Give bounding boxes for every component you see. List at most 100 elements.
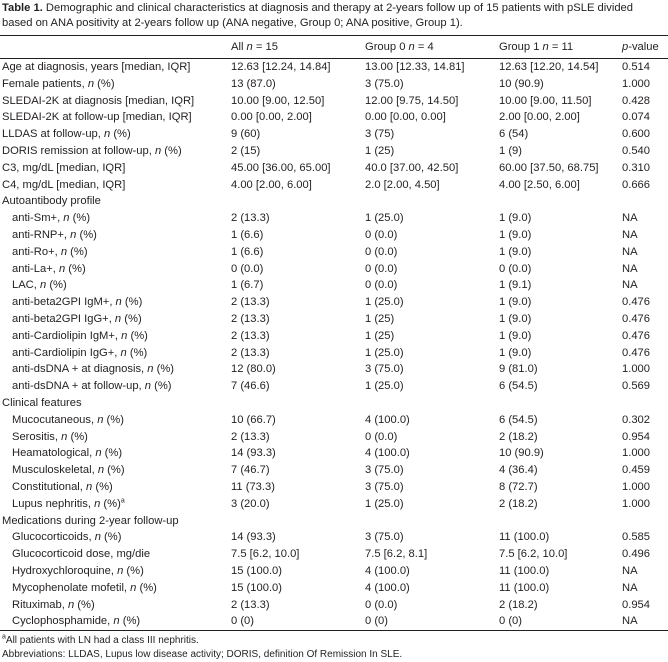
row-label: Mucocutaneous, n (%) <box>12 413 124 426</box>
cell-group0: 4 (100.0) <box>365 413 410 426</box>
cell-pvalue: 0.540 <box>622 144 650 157</box>
cell-all: 12.63 [12.24, 14.84] <box>231 61 331 73</box>
cell-group1: 2 (18.2) <box>499 497 538 510</box>
cell-pvalue: 0.302 <box>622 413 650 426</box>
cell-all: 10.00 [9.00, 12.50] <box>231 94 325 107</box>
cell-all: 4.00 [2.00, 6.00] <box>231 178 312 191</box>
table-row: Serositis, n (%) 2 (13.3) 0 (0.0) 2 (18.2) 0… <box>0 429 668 446</box>
cell-group0: 0 (0.0) <box>365 598 398 611</box>
row-label: LLDAS at follow-up, n (%) <box>2 128 131 141</box>
cell-group1: 1 (9.0) <box>499 296 532 309</box>
table-row: Lupus nephritis, n (%)a 3 (20.0) 1 (25.0) 2… <box>0 496 668 513</box>
cell-group1: 1 (9.0) <box>499 312 532 325</box>
header-cell-pvalue: p-value <box>622 35 668 59</box>
cell-pvalue: 0.954 <box>622 598 650 611</box>
row-label: Mycophenolate mofetil, n (%) <box>12 581 157 594</box>
cell-group1: 1 (9.0) <box>499 228 532 241</box>
row-label: Autoantibody profile <box>2 195 101 208</box>
table-row: anti-dsDNA + at diagnosis, n (%) 12 (80.0… <box>0 361 668 378</box>
cell-pvalue: 0.476 <box>622 312 650 325</box>
table-row: Musculoskeletal, n (%) 7 (46.7) 3 (75.0) 4 … <box>0 462 668 479</box>
cell-group1: 11 (100.0) <box>499 581 550 594</box>
cell-group0: 0 (0.0) <box>365 430 398 443</box>
table-row: C4, mg/dL [median, IQR] 4.00 [2.00, 6.00]… <box>0 177 668 194</box>
cell-pvalue: 1.000 <box>622 363 650 376</box>
cell-group0: 1 (25) <box>365 329 395 342</box>
row-label: anti-RNP+, n (%) <box>12 228 97 241</box>
cell-group1: 6 (54) <box>499 128 529 141</box>
cell-group0: 2.0 [2.00, 4.50] <box>365 178 440 191</box>
cell-group0: 1 (25.0) <box>365 296 404 309</box>
cell-all: 9 (60) <box>231 128 261 141</box>
cell-pvalue: 0.666 <box>622 178 650 191</box>
cell-pvalue: 1.000 <box>622 447 650 460</box>
cell-all: 1 (6.6) <box>231 228 264 241</box>
row-label: anti-Cardiolipin IgG+, n (%) <box>12 346 148 359</box>
table-caption: Table 1. Demographic and clinical charac… <box>0 1 668 35</box>
cell-pvalue: NA <box>622 279 638 292</box>
row-label: Female patients, n (%) <box>2 77 115 90</box>
cell-all: 7 (46.7) <box>231 464 270 477</box>
cell-group0: 4 (100.0) <box>365 447 410 460</box>
row-label: SLEDAI-2K at follow-up [median, IQR] <box>2 111 192 124</box>
table-row: Age at diagnosis, years [median, IQR] 12.… <box>0 59 668 76</box>
row-label: anti-beta2GPI IgM+, n (%) <box>12 296 143 309</box>
table-row: anti-Ro+, n (%) 1 (6.6) 0 (0.0) 1 (9.0) NA <box>0 244 668 261</box>
cell-group1: 11 (100.0) <box>499 564 550 577</box>
cell-all: 12 (80.0) <box>231 363 276 376</box>
cell-pvalue: 1.000 <box>622 497 650 510</box>
table-row: Glucocorticoid dose, mg/die 7.5 [6.2, 10.… <box>0 546 668 563</box>
row-label: Cyclophosphamide, n (%) <box>0 613 231 632</box>
table-row: anti-RNP+, n (%) 1 (6.6) 0 (0.0) 1 (9.0) NA <box>0 227 668 244</box>
cell-all: 15 (100.0) <box>231 581 282 594</box>
cell-all: 2 (13.3) <box>231 312 270 325</box>
table-row: anti-beta2GPI IgM+, n (%) 2 (13.3) 1 (25.0… <box>0 294 668 311</box>
row-label: Heamatological, n (%) <box>12 447 123 460</box>
table-caption-text: Demographic and clinical characteristics… <box>2 2 633 29</box>
cell-group1: 4 (36.4) <box>499 464 538 477</box>
cell-pvalue: NA <box>622 245 638 258</box>
cell-group0: 12.00 [9.75, 14.50] <box>365 94 459 107</box>
cell-group1: 1 (9.0) <box>499 346 532 359</box>
row-label: LAC, n (%) <box>12 279 67 292</box>
table-row: Rituximab, n (%) 2 (13.3) 0 (0.0) 2 (18.2) 0… <box>0 597 668 614</box>
cell-pvalue <box>622 193 668 210</box>
table-row: Medications during 2-year follow-up <box>0 513 668 530</box>
table-footnotes: aAll patients with LN had a class III ne… <box>0 634 668 662</box>
footnote-ref: a <box>120 496 125 504</box>
cell-group0: 1 (25) <box>365 312 395 325</box>
row-label: Glucocorticoids, n (%) <box>12 531 122 544</box>
cell-group0: 3 (75.0) <box>365 77 404 90</box>
cell-pvalue: NA <box>622 613 668 632</box>
row-label: Musculoskeletal, n (%) <box>12 464 125 477</box>
cell-all: 2 (13.3) <box>231 296 270 309</box>
table-row: anti-beta2GPI IgG+, n (%) 2 (13.3) 1 (25) 1… <box>0 311 668 328</box>
table-row: Mycophenolate mofetil, n (%) 15 (100.0) 4 … <box>0 580 668 597</box>
cell-group1: 10 (90.9) <box>499 77 544 90</box>
characteristics-table: All n = 15 Group 0 n = 4 Group 1 n = 11 … <box>0 35 668 632</box>
cell-all: 14 (93.3) <box>231 447 276 460</box>
cell-group0: 4 (100.0) <box>365 564 410 577</box>
cell-group0: 1 (25.0) <box>365 212 404 225</box>
cell-group1: 2 (18.2) <box>499 598 538 611</box>
cell-group1: 60.00 [37.50, 68.75] <box>499 161 599 174</box>
header-cell-group1: Group 1 n = 11 <box>499 35 622 59</box>
cell-group0 <box>365 193 499 210</box>
cell-all: 3 (20.0) <box>231 497 270 510</box>
cell-group0: 1 (25.0) <box>365 380 404 393</box>
cell-pvalue: NA <box>622 228 638 241</box>
cell-group0: 3 (75.0) <box>365 480 404 493</box>
row-label: DORIS remission at follow-up, n (%) <box>2 144 182 157</box>
cell-all: 7 (46.6) <box>231 380 270 393</box>
row-label: Rituximab, n (%) <box>12 598 95 611</box>
row-label: SLEDAI-2K at diagnosis [median, IQR] <box>2 94 195 107</box>
cell-group1 <box>499 513 622 530</box>
cell-all: 2 (13.3) <box>231 598 270 611</box>
cell-group0: 1 (25) <box>365 144 395 157</box>
cell-pvalue: NA <box>622 262 638 275</box>
cell-group1: 6 (54.5) <box>499 380 538 393</box>
cell-group1 <box>499 395 622 412</box>
row-label: Clinical features <box>2 396 82 409</box>
cell-group0: 0.00 [0.00, 0.00] <box>365 111 446 124</box>
cell-all: 2 (15) <box>231 144 261 157</box>
